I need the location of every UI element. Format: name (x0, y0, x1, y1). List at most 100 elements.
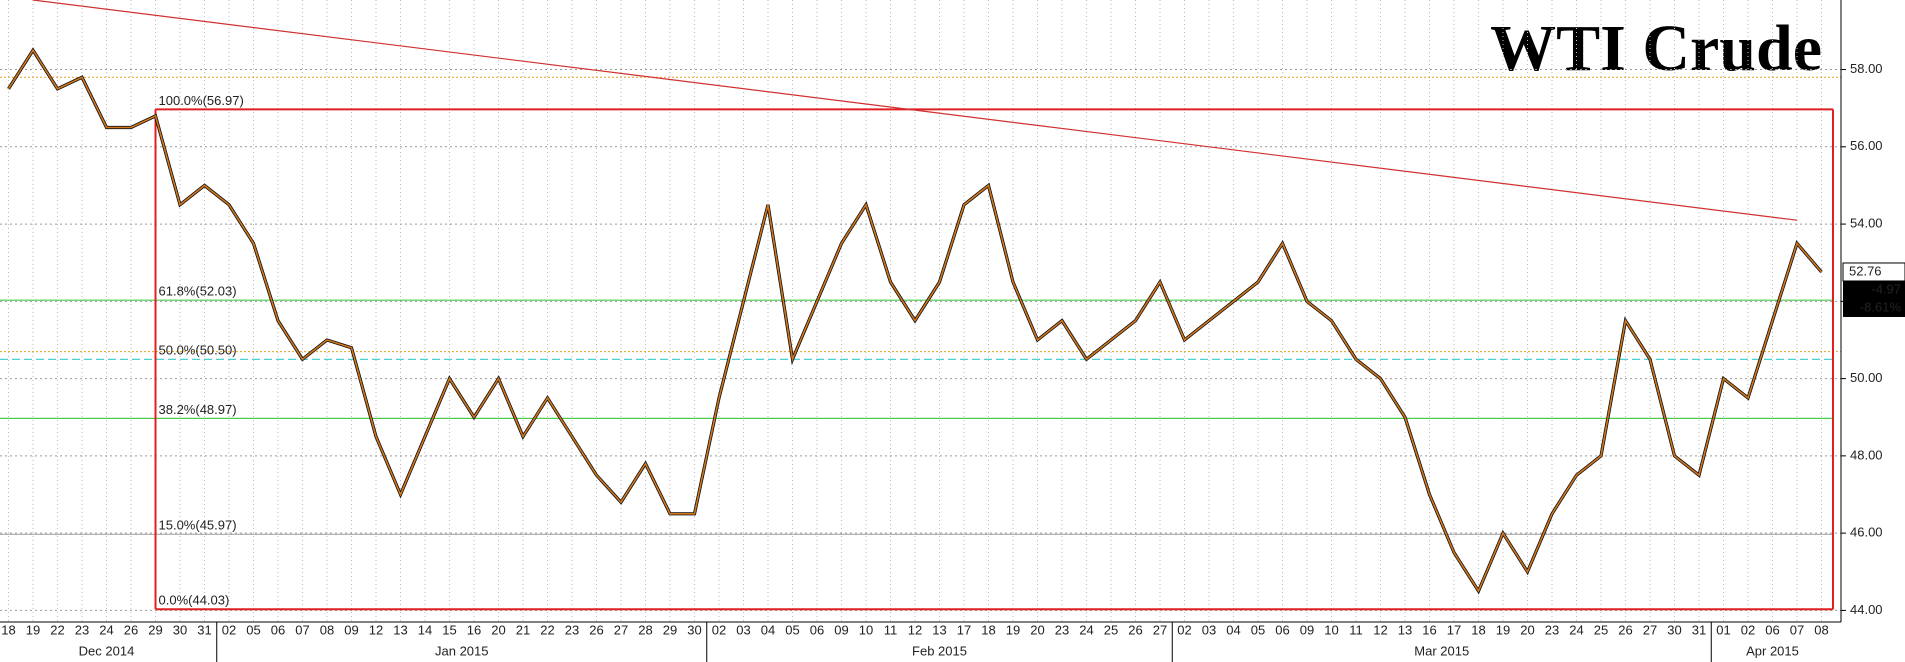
x-tick-label: 06 (271, 622, 285, 637)
x-tick-label: 23 (75, 622, 89, 637)
x-tick-label: 10 (1324, 622, 1338, 637)
x-tick-label: 24 (1569, 622, 1583, 637)
x-tick-label: 16 (1422, 622, 1436, 637)
x-tick-label: 18 (981, 622, 995, 637)
x-tick-label: 04 (1226, 622, 1240, 637)
month-label: Mar 2015 (1414, 643, 1469, 658)
last-pct: -8.61% (1860, 299, 1902, 314)
x-tick-label: 20 (1520, 622, 1534, 637)
y-tick-label: 54.00 (1850, 216, 1883, 231)
x-tick-label: 10 (859, 622, 873, 637)
x-tick-label: 01 (1716, 622, 1730, 637)
x-tick-label: 07 (295, 622, 309, 637)
y-tick-label: 44.00 (1850, 602, 1883, 617)
level-label: 15.0%(45.97) (159, 518, 237, 533)
x-tick-label: 27 (1153, 622, 1167, 637)
x-tick-label: 06 (810, 622, 824, 637)
x-tick-label: 09 (1300, 622, 1314, 637)
x-tick-label: 24 (1079, 622, 1093, 637)
x-tick-label: 26 (124, 622, 138, 637)
level-label: 0.0%(44.03) (159, 593, 230, 608)
x-tick-label: 18 (1471, 622, 1485, 637)
x-tick-label: 27 (614, 622, 628, 637)
level-label: 50.0%(50.50) (159, 343, 237, 358)
x-tick-label: 13 (1398, 622, 1412, 637)
y-tick-label: 50.00 (1850, 370, 1883, 385)
month-label: Jan 2015 (435, 643, 489, 658)
x-tick-label: 20 (491, 622, 505, 637)
x-tick-label: 05 (785, 622, 799, 637)
change-box (1843, 280, 1905, 317)
x-tick-label: 30 (173, 622, 187, 637)
x-tick-label: 06 (1275, 622, 1289, 637)
x-tick-label: 03 (736, 622, 750, 637)
level-label: 38.2%(48.97) (159, 402, 237, 417)
x-tick-label: 25 (1594, 622, 1608, 637)
x-tick-label: 08 (1814, 622, 1828, 637)
x-tick-label: 23 (1545, 622, 1559, 637)
month-label: Apr 2015 (1746, 643, 1799, 658)
x-tick-label: 29 (663, 622, 677, 637)
x-tick-label: 04 (761, 622, 775, 637)
plot (0, 0, 1846, 622)
x-tick-label: 09 (344, 622, 358, 637)
x-tick-label: 12 (369, 622, 383, 637)
month-label: Dec 2014 (79, 643, 135, 658)
x-tick-label: 05 (1251, 622, 1265, 637)
x-tick-label: 08 (320, 622, 334, 637)
level-label: 61.8%(52.03) (159, 284, 237, 299)
x-tick-label: 22 (50, 622, 64, 637)
level-label: 100.0%(56.97) (159, 93, 244, 108)
x-tick-label: 29 (148, 622, 162, 637)
last-price: 52.76 (1849, 263, 1882, 278)
x-tick-label: 11 (884, 622, 898, 637)
price-line (7, 48, 1823, 593)
month-label: Feb 2015 (912, 643, 967, 658)
x-tick-label: 24 (99, 622, 113, 637)
x-tick-label: 21 (516, 622, 530, 637)
x-tick-label: 30 (687, 622, 701, 637)
x-tick-label: 02 (1177, 622, 1191, 637)
x-tick-label: 26 (1618, 622, 1632, 637)
x-tick-label: 03 (1202, 622, 1216, 637)
x-tick-label: 22 (540, 622, 554, 637)
y-tick-label: 56.00 (1850, 138, 1883, 153)
x-tick-label: 17 (1447, 622, 1461, 637)
x-tick-label: 09 (834, 622, 848, 637)
x-tick-label: 19 (26, 622, 40, 637)
x-tick-label: 12 (908, 622, 922, 637)
y-tick-label: 48.00 (1850, 447, 1883, 462)
x-tick-label: 27 (1643, 622, 1657, 637)
x-tick-label: 14 (418, 622, 432, 637)
x-tick-label: 19 (1006, 622, 1020, 637)
x-tick-label: 31 (197, 622, 211, 637)
x-tick-label: 12 (1373, 622, 1387, 637)
x-tick-label: 23 (565, 622, 579, 637)
x-tick-label: 26 (589, 622, 603, 637)
y-tick-label: 46.00 (1850, 525, 1883, 540)
x-tick-label: 16 (467, 622, 481, 637)
chart-title: WTI Crude (1490, 12, 1822, 85)
x-tick-label: 23 (1055, 622, 1069, 637)
x-tick-label: 13 (932, 622, 946, 637)
x-tick-label: 07 (1790, 622, 1804, 637)
x-tick-label: 17 (957, 622, 971, 637)
x-tick-label: 06 (1765, 622, 1779, 637)
x-tick-label: 19 (1496, 622, 1510, 637)
trendline (32, 0, 1798, 221)
x-tick-label: 02 (222, 622, 236, 637)
x-tick-label: 02 (1741, 622, 1755, 637)
x-tick-label: 20 (1030, 622, 1044, 637)
x-tick-label: 11 (1349, 622, 1363, 637)
x-tick-label: 31 (1692, 622, 1706, 637)
x-tick-label: 18 (1, 622, 15, 637)
x-tick-label: 02 (712, 622, 726, 637)
x-tick-label: 26 (1128, 622, 1142, 637)
last-change: -4.97 (1871, 281, 1901, 296)
x-tick-label: 15 (442, 622, 456, 637)
x-tick-label: 25 (1104, 622, 1118, 637)
x-tick-label: 13 (393, 622, 407, 637)
x-tick-label: 28 (638, 622, 652, 637)
